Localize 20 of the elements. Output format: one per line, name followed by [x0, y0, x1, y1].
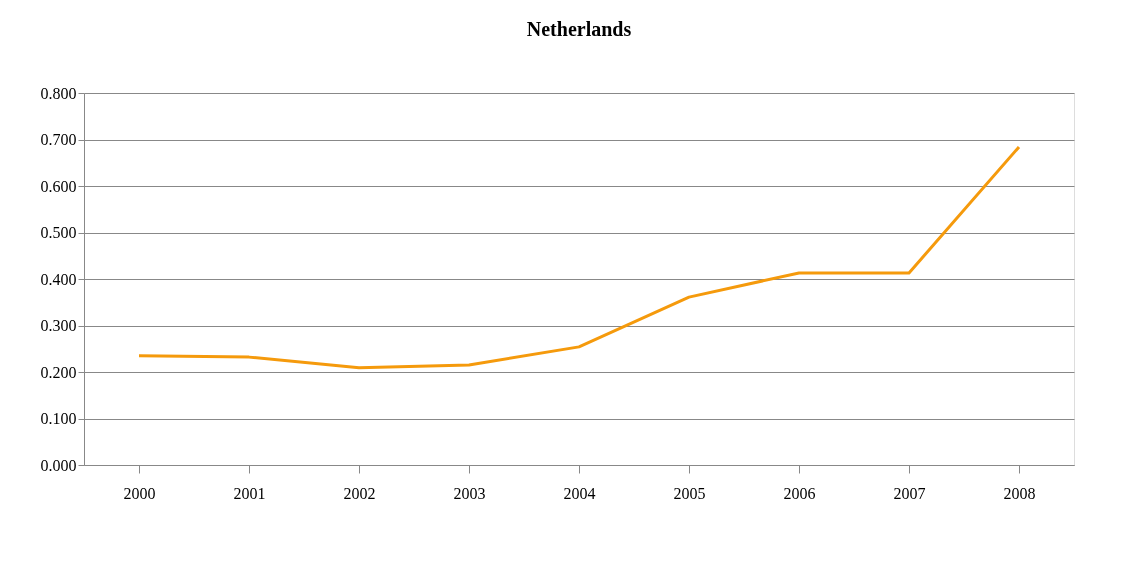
x-tick-label: 2001: [233, 484, 266, 502]
y-tick-label: 0.500: [40, 224, 77, 241]
x-tick-label: 2007: [893, 484, 926, 502]
y-tick-label: 0.100: [40, 410, 77, 427]
x-tick-label: 2008: [1003, 484, 1036, 502]
y-tick-label: 0.700: [40, 131, 77, 148]
y-tick-label: 0.200: [40, 363, 77, 381]
x-tick-label: 2005: [673, 484, 706, 502]
y-tick-label: 0.300: [40, 317, 77, 334]
line-series: [137, 145, 1021, 370]
x-tick-label: 2006: [783, 484, 816, 502]
y-tick-label: 0.000: [40, 456, 77, 474]
chart-title: Netherlands: [526, 18, 632, 40]
x-tick-label: 2003: [453, 484, 486, 502]
x-tick-label: 2004: [563, 484, 596, 502]
y-tick-label: 0.400: [40, 270, 77, 288]
y-tick-label: 0.800: [40, 84, 77, 102]
x-tick-label: 2002: [343, 484, 376, 502]
x-tick-label: 2000: [123, 484, 156, 502]
y-tick-label: 0.600: [40, 177, 77, 195]
